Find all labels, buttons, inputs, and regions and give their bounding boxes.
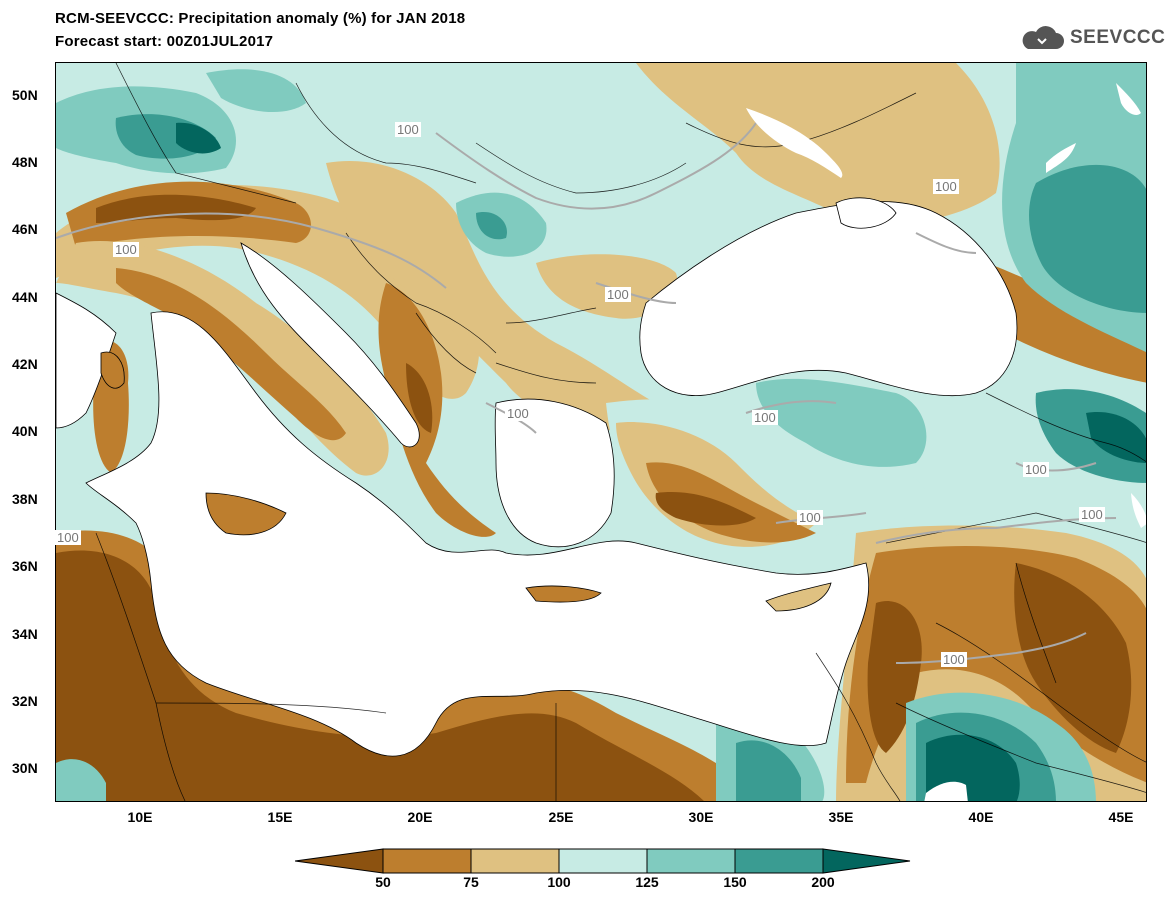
colorbar-label: 125 — [635, 874, 659, 890]
lon-label: 15E — [267, 809, 293, 825]
lat-label: 36N — [12, 558, 38, 574]
lat-label: 48N — [12, 154, 38, 170]
precipitation-map — [55, 62, 1147, 802]
lon-label: 20E — [407, 809, 433, 825]
lon-label: 10E — [127, 809, 153, 825]
lon-label: 45E — [1108, 809, 1134, 825]
lat-label: 30N — [12, 760, 38, 776]
contour-100-lines — [56, 122, 1117, 664]
forecast-start: Forecast start: 00Z01JUL2017 — [55, 33, 274, 50]
lat-label: 32N — [12, 693, 38, 709]
lat-label: 46N — [12, 221, 38, 237]
colorbar-label: 200 — [811, 874, 835, 890]
colorbar-upper-arrow — [822, 848, 911, 874]
cloud-icon — [1022, 26, 1064, 49]
country-borders — [95, 63, 1146, 801]
lat-label: 42N — [12, 356, 38, 372]
lat-label: 34N — [12, 626, 38, 642]
colorbar-label: 100 — [547, 874, 571, 890]
lon-label: 40E — [968, 809, 994, 825]
colorbar — [294, 848, 911, 879]
lon-label: 35E — [828, 809, 854, 825]
sea-mask — [56, 197, 1018, 757]
lat-label: 44N — [12, 289, 38, 305]
colorbar-label: 150 — [723, 874, 747, 890]
colorbar-swatch — [382, 848, 472, 874]
lon-label: 30E — [688, 809, 714, 825]
logo-text: SEEVCCC — [1070, 27, 1165, 48]
colorbar-lower-arrow — [294, 848, 384, 874]
colorbar-label: 50 — [375, 874, 391, 890]
lat-label: 50N — [12, 87, 38, 103]
seevccc-logo: SEEVCCC — [1018, 24, 1165, 52]
lat-label: 40N — [12, 423, 38, 439]
lat-label: 38N — [12, 491, 38, 507]
colorbar-swatch — [734, 848, 824, 874]
colorbar-label: 75 — [463, 874, 479, 890]
colorbar-swatch — [646, 848, 736, 874]
anomaly-fields — [56, 63, 1146, 801]
snow-no-data — [746, 83, 1146, 801]
islands — [100, 351, 832, 612]
lon-label: 25E — [548, 809, 574, 825]
map-title: RCM-SEEVCCC: Precipitation anomaly (%) f… — [55, 10, 466, 27]
colorbar-swatch — [470, 848, 560, 874]
colorbar-swatch — [558, 848, 648, 874]
